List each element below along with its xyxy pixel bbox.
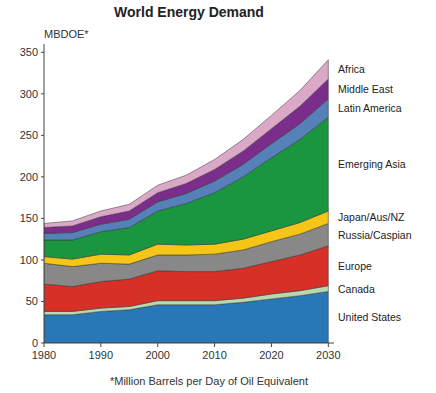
x-tick xyxy=(214,343,215,347)
x-tick-label: 1980 xyxy=(32,349,56,361)
y-tick xyxy=(41,176,44,177)
y-tick-label: 50 xyxy=(26,295,38,307)
y-tick-label: 0 xyxy=(32,337,38,349)
x-tick xyxy=(100,343,101,347)
x-tick xyxy=(44,343,45,347)
y-tick-label: 250 xyxy=(20,129,38,141)
area xyxy=(44,79,328,233)
y-tick-label: 200 xyxy=(20,171,38,183)
y-tick-label: 150 xyxy=(20,212,38,224)
series-label: Emerging Asia xyxy=(338,158,406,170)
series-label: Middle East xyxy=(338,83,393,95)
x-tick-label: 2020 xyxy=(259,349,283,361)
series-label: Europe xyxy=(338,260,372,272)
y-label: MBDOE* xyxy=(44,28,89,40)
y-tick xyxy=(41,135,44,136)
x-tick xyxy=(271,343,272,347)
series-label: United States xyxy=(338,311,401,323)
series-label: Japan/Aus/NZ xyxy=(338,211,405,223)
area xyxy=(44,60,328,228)
x-tick xyxy=(328,343,329,347)
y-tick xyxy=(41,301,44,302)
y-tick xyxy=(41,93,44,94)
x-tick-label: 2000 xyxy=(145,349,169,361)
series-label: Canada xyxy=(338,283,375,295)
x-tick xyxy=(157,343,158,347)
chart: World Energy Demand MBDOE* *Million Barrel… xyxy=(0,0,436,393)
y-axis xyxy=(44,44,45,343)
x-label: *Million Barrels per Day of Oil Equivale… xyxy=(110,375,308,387)
y-tick xyxy=(41,52,44,53)
x-axis xyxy=(44,343,334,344)
series-label: Latin America xyxy=(338,102,402,114)
series-label: Russia/Caspian xyxy=(338,229,412,241)
y-tick xyxy=(41,218,44,219)
title: World Energy Demand xyxy=(114,4,264,20)
x-tick-label: 2030 xyxy=(316,349,340,361)
x-tick-label: 2010 xyxy=(202,349,226,361)
y-tick xyxy=(41,259,44,260)
areas xyxy=(44,60,328,343)
x-tick-label: 1990 xyxy=(89,349,113,361)
y-tick-label: 300 xyxy=(20,88,38,100)
chart-container: World Energy Demand MBDOE* *Million Barrel… xyxy=(0,0,436,393)
y-tick-label: 100 xyxy=(20,254,38,266)
series-label: Africa xyxy=(338,63,365,75)
y-tick-label: 350 xyxy=(20,46,38,58)
